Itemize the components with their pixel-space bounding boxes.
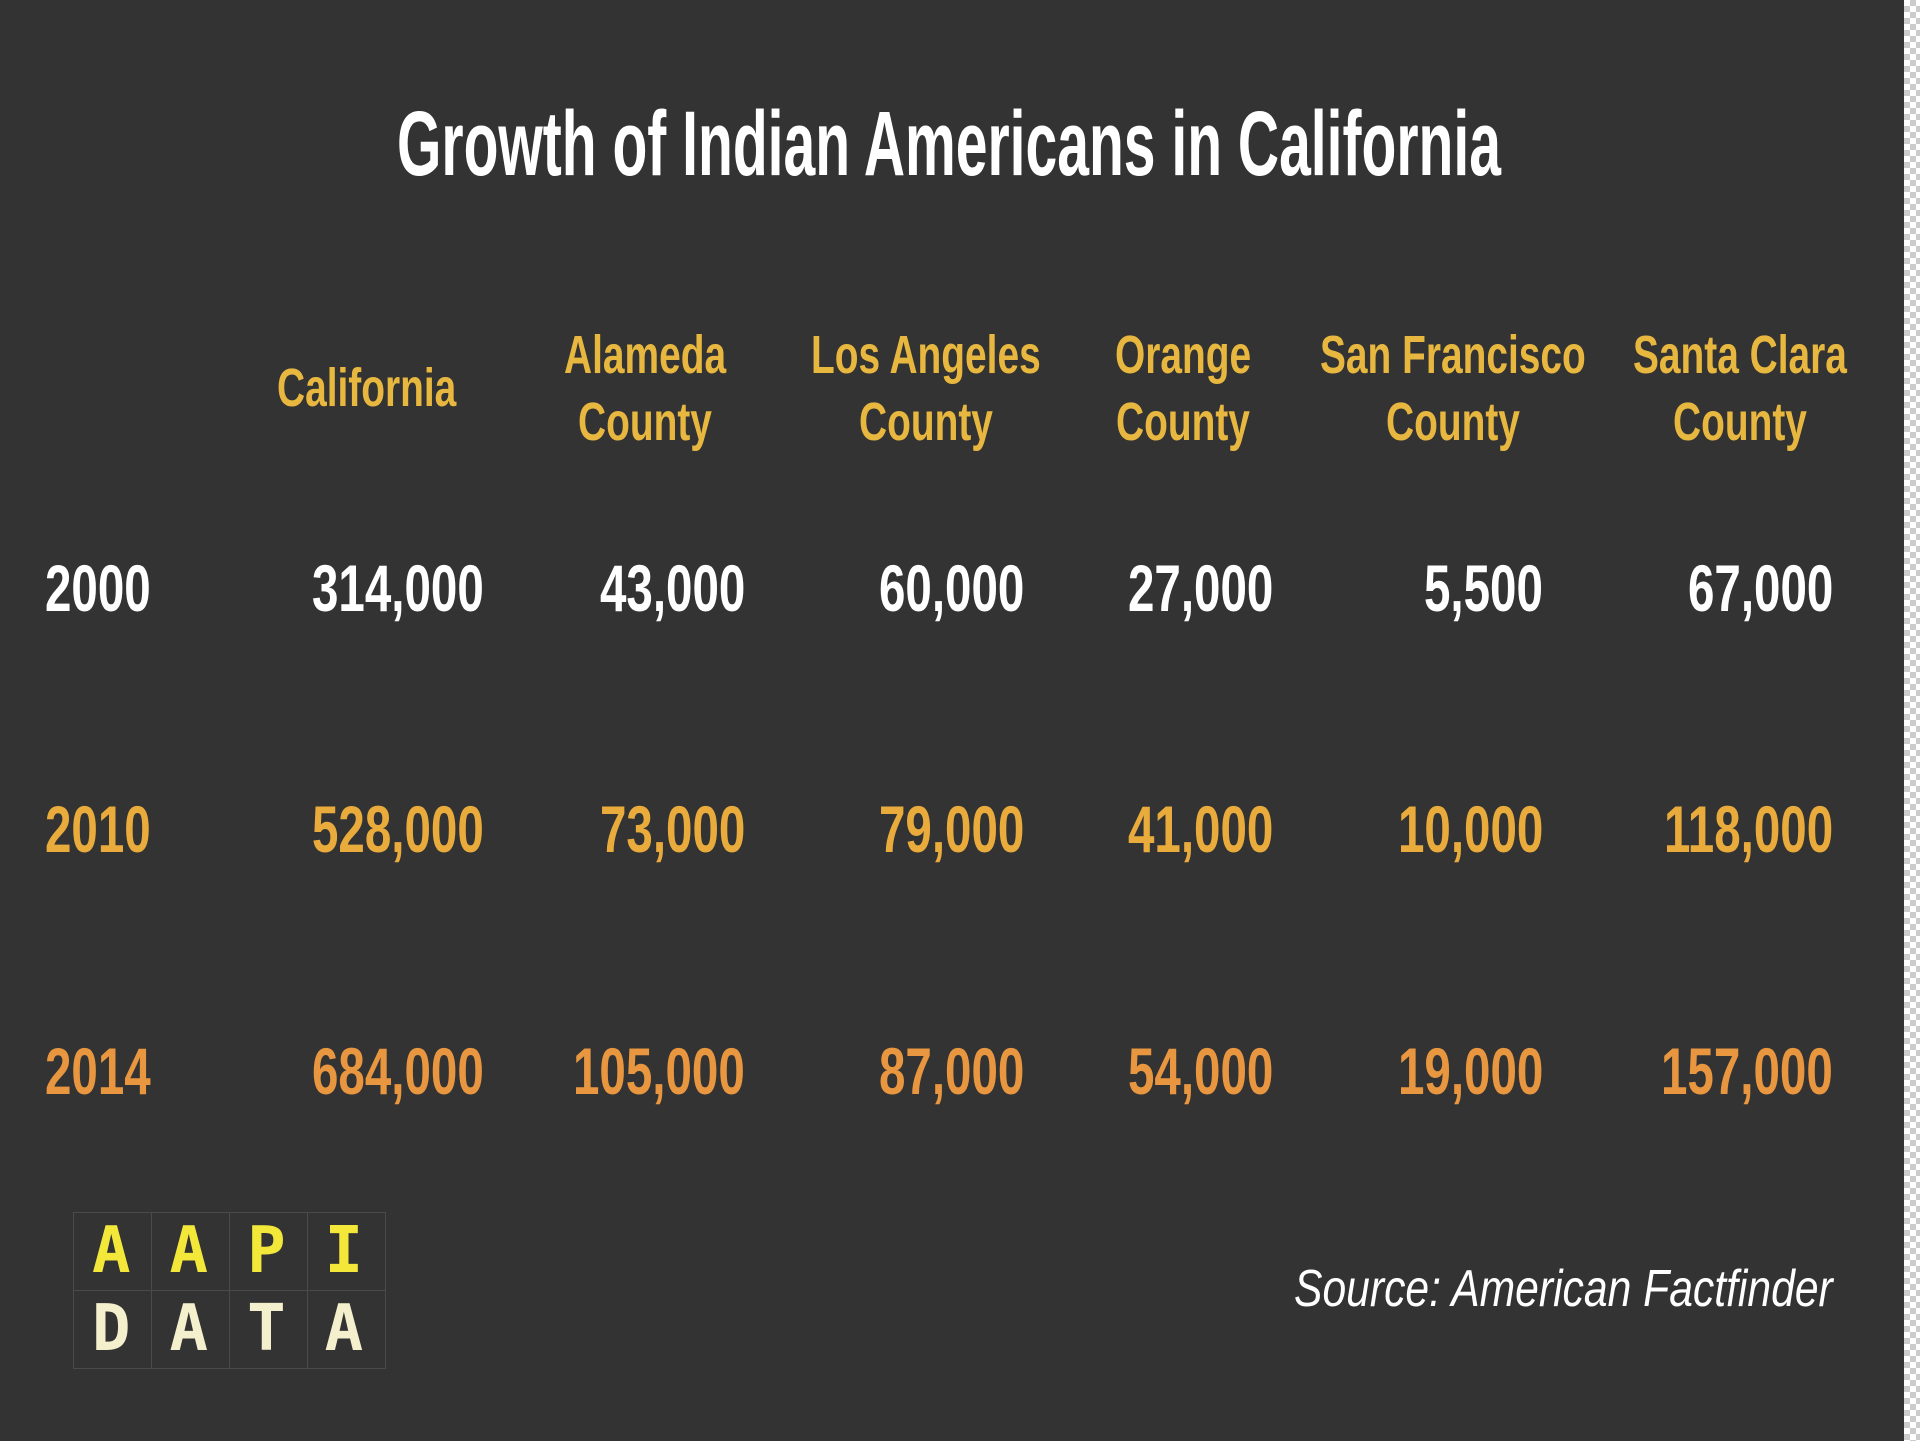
cell-value: 87,000 xyxy=(878,1034,1024,1108)
cell-value: 27,000 xyxy=(1127,551,1273,625)
row-year: 2010 xyxy=(45,792,151,866)
column-header: County xyxy=(1386,392,1520,452)
cell-value: 157,000 xyxy=(1660,1034,1833,1108)
cell-value: 118,000 xyxy=(1663,792,1833,866)
source-note: Source: American Factfinder xyxy=(1294,1260,1834,1318)
row-year: 2000 xyxy=(45,551,151,625)
column-header: San Francisco xyxy=(1320,325,1586,385)
cell-value: 19,000 xyxy=(1397,1034,1543,1108)
cell-value: 10,000 xyxy=(1397,792,1543,866)
cell-value: 60,000 xyxy=(878,551,1024,625)
row-year: 2014 xyxy=(45,1034,151,1108)
cell-value: 105,000 xyxy=(572,1034,745,1108)
column-header: Alameda xyxy=(564,325,727,385)
logo-line: AAPI xyxy=(92,1214,403,1288)
column-header: County xyxy=(1116,392,1250,452)
cell-value: 73,000 xyxy=(599,792,745,866)
logo: AAPI DATA xyxy=(73,1212,386,1369)
cell-value: 684,000 xyxy=(311,1034,484,1108)
cell-value: 41,000 xyxy=(1127,792,1273,866)
cell-value: 79,000 xyxy=(878,792,1024,866)
column-header: Orange xyxy=(1114,325,1252,385)
cell-value: 43,000 xyxy=(599,551,745,625)
title: Growth of Indian Americans in California xyxy=(396,93,1501,195)
cell-value: 314,000 xyxy=(311,551,484,625)
column-header: California xyxy=(277,358,457,418)
cell-value: 528,000 xyxy=(311,792,484,866)
transparency-strip xyxy=(1904,0,1920,1441)
cell-value: 54,000 xyxy=(1127,1034,1273,1108)
cell-value: 67,000 xyxy=(1687,551,1833,625)
column-header: County xyxy=(578,392,712,452)
column-header: County xyxy=(1673,392,1807,452)
column-header: Los Angeles xyxy=(811,325,1041,385)
column-header: Santa Clara xyxy=(1633,325,1848,385)
logo-line: DATA xyxy=(92,1292,403,1366)
cell-value: 5,500 xyxy=(1424,551,1544,625)
column-header: County xyxy=(859,392,993,452)
